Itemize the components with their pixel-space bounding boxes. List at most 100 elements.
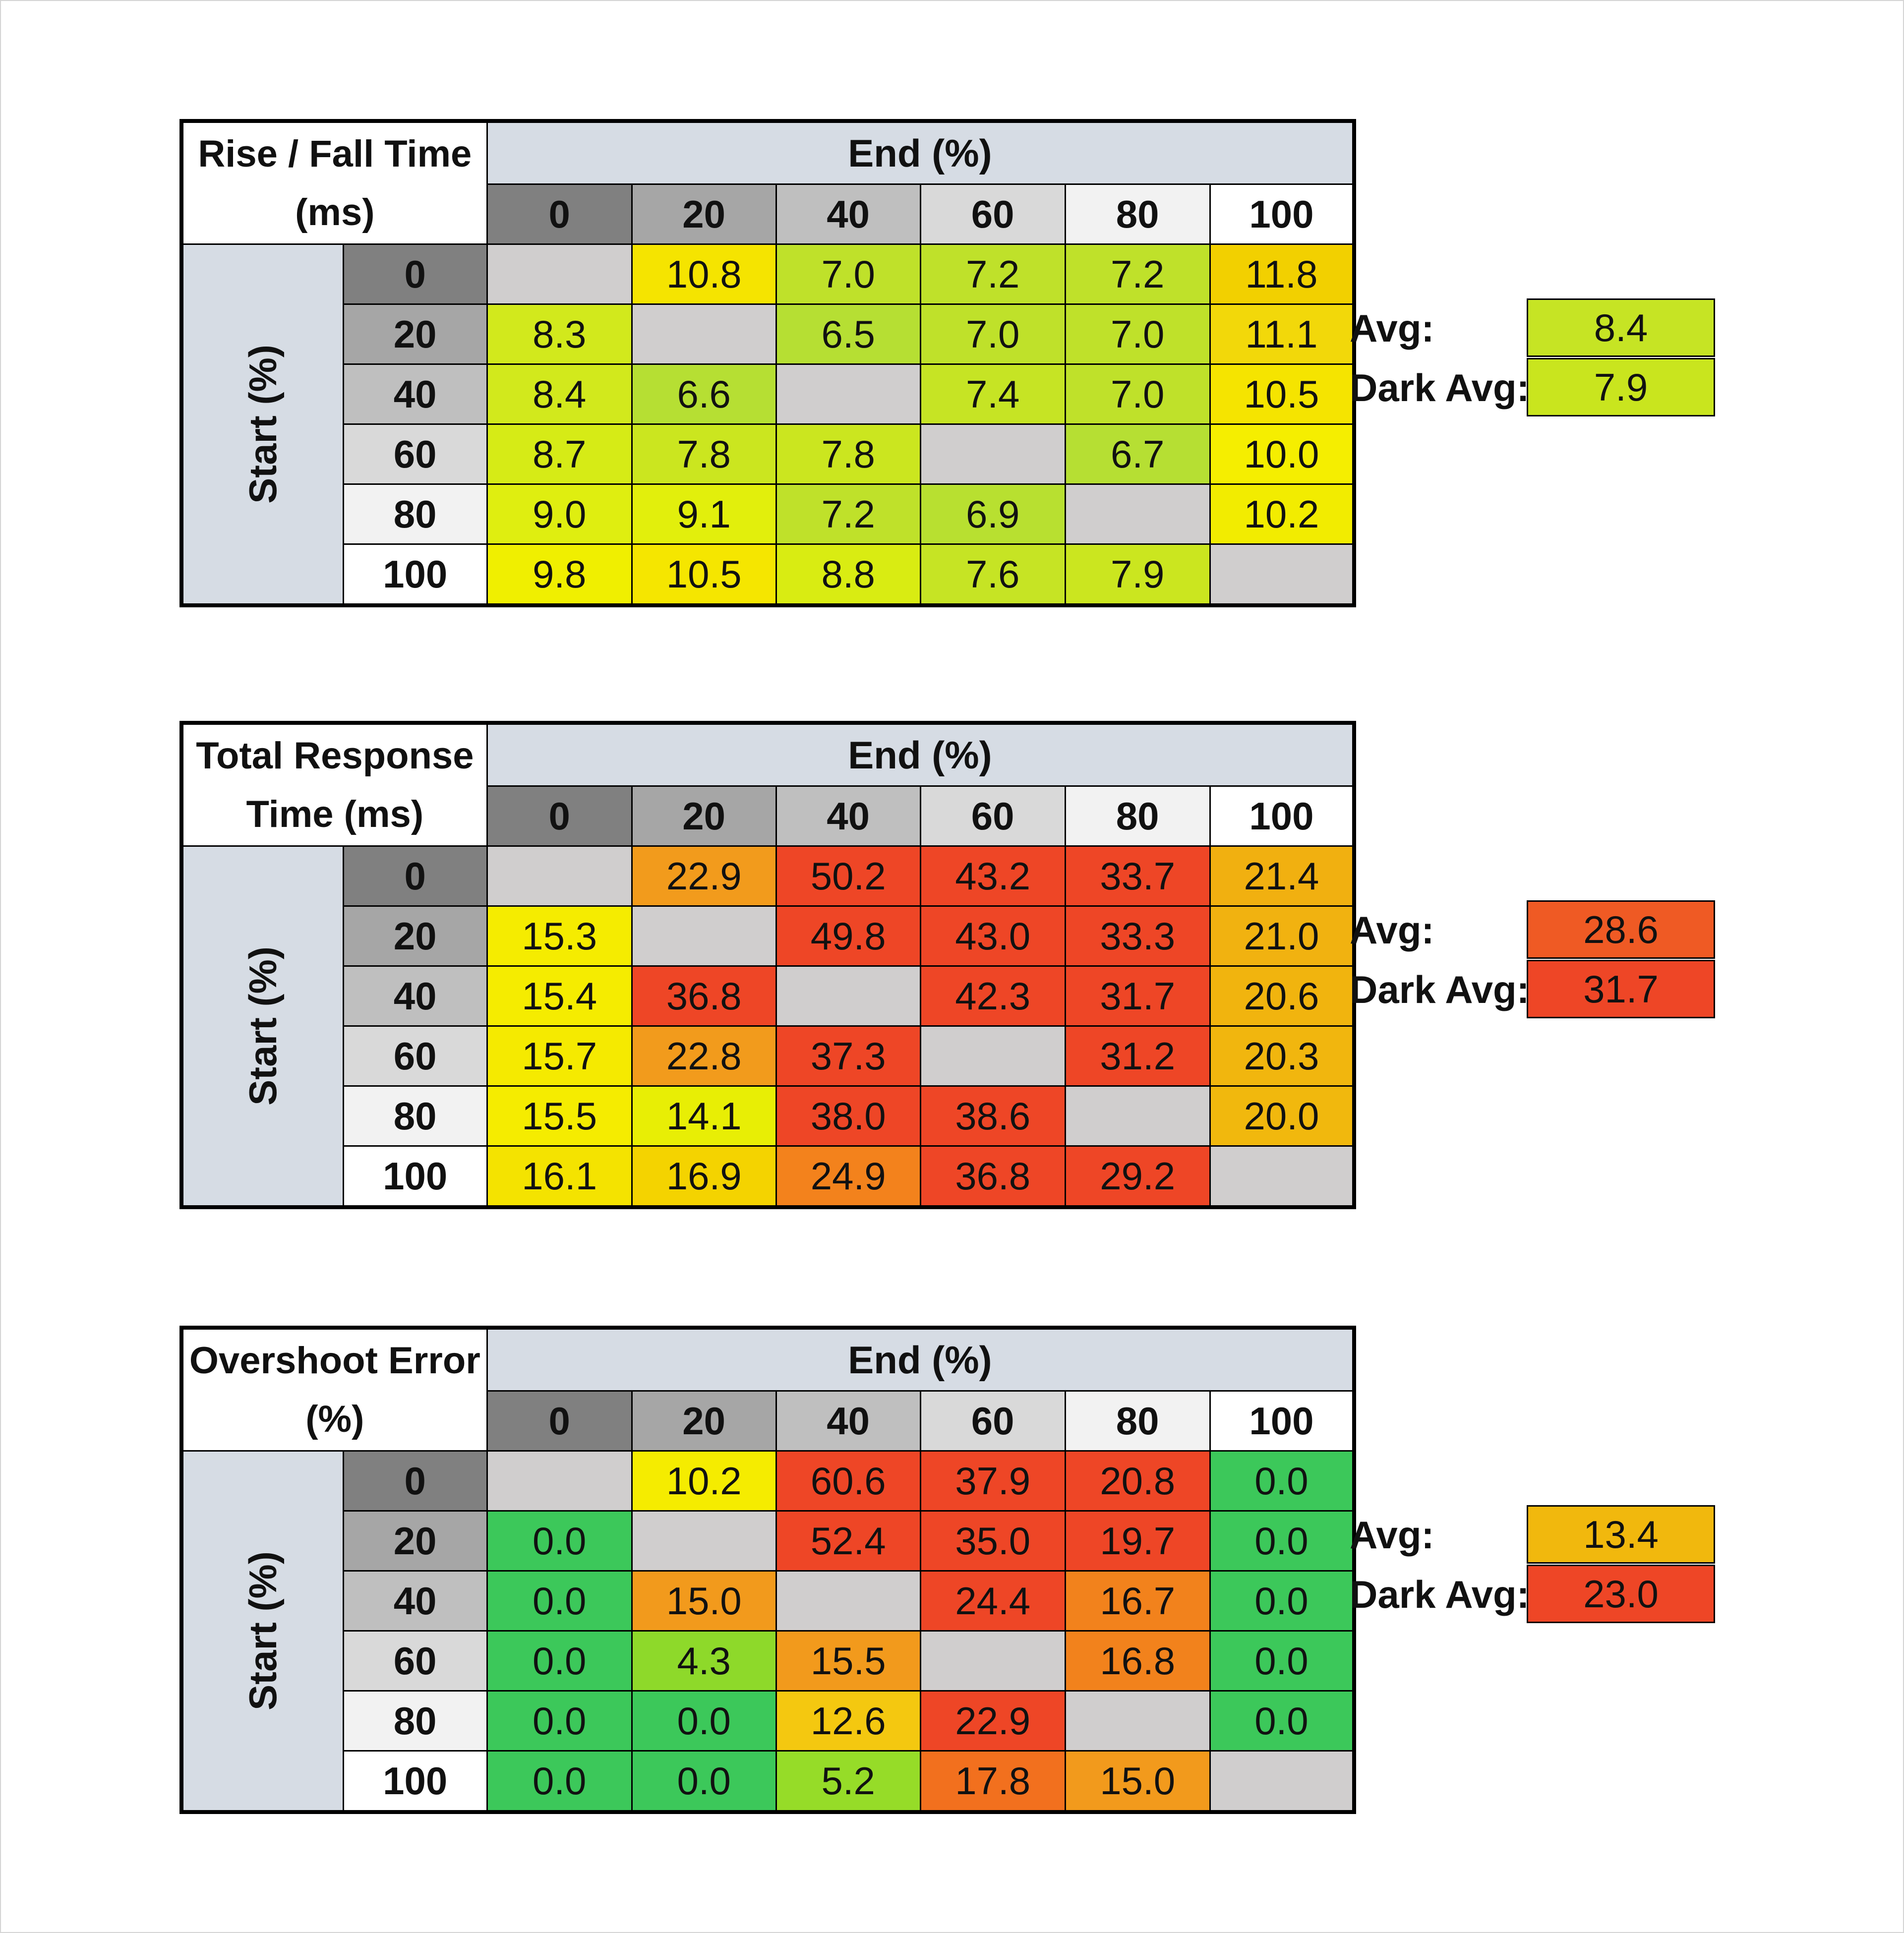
column-header: 60 (919, 183, 1066, 245)
response-table-2: Total Response Time (ms) End (%) 0 20 40 60 80… (179, 721, 1717, 1209)
heatmap-cell: 21.4 (1209, 845, 1355, 907)
heatmap-cell: 15.0 (1064, 1750, 1211, 1813)
row-header: 20 (342, 303, 488, 365)
heatmap-cell: 10.2 (1209, 483, 1355, 545)
avg-label: Avg: (1350, 306, 1434, 350)
heatmap-cell (486, 243, 633, 305)
heatmap-cell: 6.6 (631, 363, 777, 425)
heatmap-cell: 43.0 (919, 905, 1066, 967)
heatmap-cell: 0.0 (1209, 1690, 1355, 1752)
table-row: 80 15.5 14.1 38.0 38.6 20.0 (181, 1085, 1355, 1147)
dark-avg-label: Dark Avg: (1350, 366, 1530, 410)
heatmap-cell (919, 1630, 1066, 1692)
dark-avg-label: Dark Avg: (1350, 1573, 1530, 1616)
avg-value: 8.4 (1527, 298, 1715, 357)
start-axis-label: Start (%) (180, 1450, 344, 1813)
row-header: 100 (342, 1750, 488, 1813)
heatmap-cell: 36.8 (919, 1145, 1066, 1208)
heatmap-cell: 0.0 (486, 1690, 633, 1752)
heatmap-cell: 43.2 (919, 845, 1066, 907)
row-header: 20 (342, 1510, 488, 1572)
row-header: 80 (342, 483, 488, 545)
heatmap-cell: 9.0 (486, 483, 633, 545)
heatmap-cell (1064, 483, 1211, 545)
table-row: 100 9.8 10.5 8.8 7.6 7.9 (181, 543, 1355, 606)
heatmap-cell: 35.0 (919, 1510, 1066, 1572)
column-header: 40 (775, 183, 921, 245)
heatmap-cell: 22.9 (631, 845, 777, 907)
column-header: 0 (486, 785, 633, 847)
heatmap-cell: 0.0 (486, 1630, 633, 1692)
table-row: 40 8.4 6.6 7.4 7.0 10.5 (181, 363, 1355, 425)
avg-value: 13.4 (1527, 1505, 1715, 1564)
heatmap-cell: 10.2 (631, 1450, 777, 1512)
row-header: 40 (342, 1570, 488, 1632)
heatmap-cell: 6.5 (775, 303, 921, 365)
heatmap-cell (919, 423, 1066, 485)
row-header: 0 (342, 243, 488, 305)
heatmap-cell: 5.2 (775, 1750, 921, 1813)
dark-avg-value: 31.7 (1527, 960, 1715, 1018)
heatmap-cell: 6.7 (1064, 423, 1211, 485)
response-table-3: Overshoot Error (%) End (%) 0 20 40 60 80 100 St… (179, 1326, 1717, 1814)
start-axis-text: Start (%) (240, 345, 285, 504)
heatmap-cell: 12.6 (775, 1690, 921, 1752)
heatmap-cell: 33.3 (1064, 905, 1211, 967)
heatmap-cell: 7.6 (919, 543, 1066, 606)
heatmap-cell (1209, 543, 1355, 606)
response-table-1: Rise / Fall Time (ms) End (%) 0 20 40 60 80 100… (179, 119, 1717, 607)
heatmap-cell: 0.0 (1209, 1630, 1355, 1692)
heatmap-cell: 19.7 (1064, 1510, 1211, 1572)
heatmap-cell: 8.3 (486, 303, 633, 365)
row-header: 100 (342, 1145, 488, 1208)
column-header: 60 (919, 1390, 1066, 1452)
heatmap-cell: 0.0 (486, 1510, 633, 1572)
dark-avg-value: 23.0 (1527, 1565, 1715, 1623)
column-header: 100 (1209, 183, 1355, 245)
heatmap-cell: 7.4 (919, 363, 1066, 425)
column-header: 0 (486, 1390, 633, 1452)
heatmap-cell: 11.1 (1209, 303, 1355, 365)
heatmap-cell: 7.2 (1064, 243, 1211, 305)
heatmap-cell: 0.0 (486, 1750, 633, 1813)
heatmap-cell: 15.7 (486, 1025, 633, 1087)
end-axis-label: End (%) (486, 1327, 1355, 1392)
table-title: Rise / Fall Time (ms) (180, 120, 488, 245)
table-row: Start (%) 0 10.2 60.6 37.9 20.8 0.0 (180, 1450, 1355, 1813)
heatmap-cell: 0.0 (631, 1690, 777, 1752)
heatmap-cell: 15.5 (486, 1085, 633, 1147)
heatmap-cell: 16.7 (1064, 1570, 1211, 1632)
heatmap-cell: 10.5 (1209, 363, 1355, 425)
table-row: 80 9.0 9.1 7.2 6.9 10.2 (181, 483, 1355, 545)
end-axis-label: End (%) (486, 722, 1355, 787)
heatmap-cell: 4.3 (631, 1630, 777, 1692)
heatmap-cell: 22.9 (919, 1690, 1066, 1752)
table-row: 20 8.3 6.5 7.0 7.0 11.1 (181, 303, 1355, 365)
row-header: 60 (342, 1630, 488, 1692)
column-header: 40 (775, 785, 921, 847)
start-axis-label: Start (%) (180, 845, 344, 1208)
heatmap-cell: 37.3 (775, 1025, 921, 1087)
heatmap-grid: Overshoot Error (%) End (%) 0 20 40 60 80 100 St… (179, 1326, 1357, 1814)
table-title: Total Response Time (ms) (180, 722, 488, 847)
heatmap-cell (486, 1450, 633, 1512)
heatmap-cell: 22.8 (631, 1025, 777, 1087)
heatmap-cell: 20.6 (1209, 965, 1355, 1027)
table-row: Start (%) 0 10.8 7.0 7.2 7.2 11.8 (180, 243, 1355, 606)
heatmap-cell: 8.4 (486, 363, 633, 425)
heatmap-cell: 7.2 (919, 243, 1066, 305)
heatmap-cell: 14.1 (631, 1085, 777, 1147)
heatmap-cell: 24.4 (919, 1570, 1066, 1632)
heatmap-cell: 10.5 (631, 543, 777, 606)
heatmap-cell: 15.3 (486, 905, 633, 967)
heatmap-cell (1209, 1145, 1355, 1208)
dark-avg-label: Dark Avg: (1350, 968, 1530, 1011)
heatmap-cell: 15.4 (486, 965, 633, 1027)
start-axis-text: Start (%) (240, 946, 285, 1106)
heatmap-cell: 7.8 (775, 423, 921, 485)
row-header: 0 (342, 1450, 488, 1512)
heatmap-cell: 6.9 (919, 483, 1066, 545)
avg-label: Avg: (1350, 1513, 1434, 1557)
heatmap-cell: 8.8 (775, 543, 921, 606)
start-axis-label: Start (%) (180, 243, 344, 606)
